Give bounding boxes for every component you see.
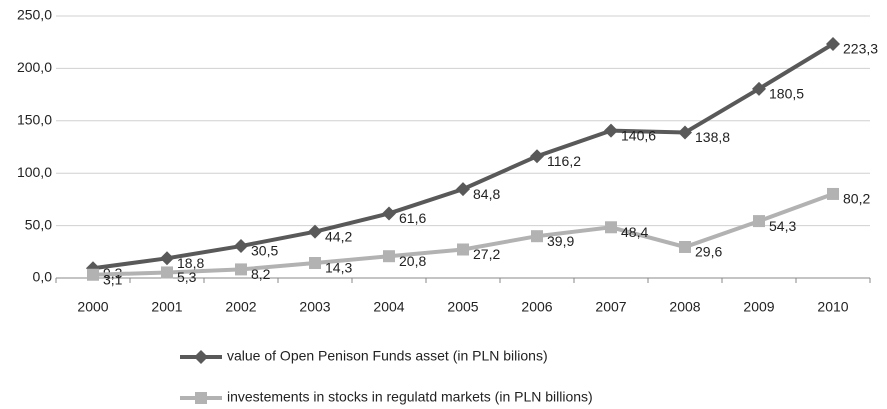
point [194, 350, 208, 364]
data-label: 39,9 [547, 233, 574, 249]
data-label: 80,2 [843, 191, 870, 207]
data-label: 14,3 [325, 260, 352, 276]
data-label: 48,4 [621, 224, 648, 240]
data-label: 138,8 [695, 129, 730, 145]
data-label: 140,6 [621, 127, 656, 143]
y-tick-label: 150,0 [17, 112, 52, 128]
data-label: 116,2 [547, 153, 581, 169]
data-label: 180,5 [769, 86, 804, 102]
x-tick-label: 2010 [817, 299, 848, 315]
data-label: 44,2 [325, 228, 352, 244]
point [530, 149, 544, 164]
x-tick-label: 2007 [595, 299, 626, 315]
x-tick-label: 2008 [669, 299, 700, 315]
data-label: 84,8 [473, 186, 500, 202]
data-label: 30,5 [251, 243, 278, 259]
point [456, 182, 470, 197]
y-tick-label: 50,0 [25, 216, 52, 232]
point [383, 250, 395, 263]
point [195, 392, 207, 404]
point [752, 81, 766, 96]
data-label: 18,8 [177, 255, 204, 271]
point [826, 36, 840, 51]
point [678, 125, 692, 140]
x-tick-label: 2001 [151, 299, 182, 315]
data-label: 29,6 [695, 244, 722, 260]
point [457, 243, 469, 256]
point [679, 240, 691, 253]
legend-label: value of Open Penison Funds asset (in PL… [227, 348, 548, 364]
x-tick-label: 2002 [225, 299, 256, 315]
point [87, 268, 99, 281]
x-tick-label: 2009 [743, 299, 774, 315]
point [531, 230, 543, 243]
point [308, 224, 322, 239]
data-label: 5,3 [177, 269, 197, 285]
y-tick-label: 0,0 [33, 269, 53, 285]
x-tick-label: 2006 [521, 299, 552, 315]
point [753, 215, 765, 228]
y-tick-label: 100,0 [17, 164, 52, 180]
point [235, 263, 247, 276]
data-label: 27,2 [473, 246, 500, 262]
point [160, 251, 174, 266]
y-tick-label: 250,0 [17, 7, 52, 23]
point [827, 187, 839, 200]
point [309, 257, 321, 270]
point [161, 266, 173, 279]
x-tick-label: 2005 [447, 299, 478, 315]
x-tick-label: 2003 [299, 299, 330, 315]
x-tick-label: 2004 [373, 299, 404, 315]
legend-label: investements in stocks in regulatd marke… [227, 389, 593, 405]
y-tick-label: 200,0 [17, 59, 52, 75]
x-tick-label: 2000 [77, 299, 108, 315]
data-label: 8,2 [251, 266, 271, 282]
point [605, 221, 617, 234]
point [234, 239, 248, 254]
data-label: 61,6 [399, 210, 426, 226]
data-label: 3,1 [103, 271, 123, 287]
data-label: 223,3 [843, 41, 878, 57]
data-label: 54,3 [769, 218, 796, 234]
data-label: 20,8 [399, 253, 426, 269]
point [604, 123, 618, 138]
point [382, 206, 396, 221]
